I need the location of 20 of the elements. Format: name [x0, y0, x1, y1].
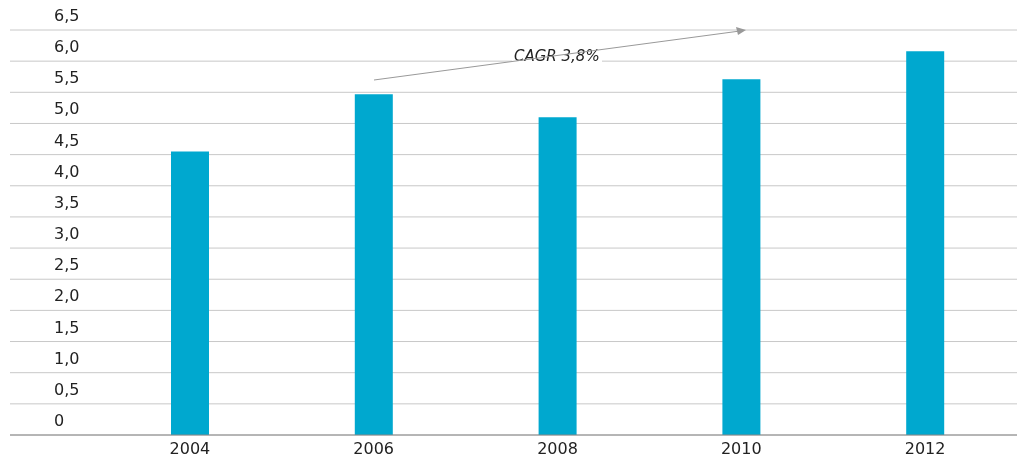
y-tick-label: 0 — [54, 411, 65, 430]
y-tick-label: 6,0 — [54, 37, 80, 57]
x-tick-label: 2012 — [904, 439, 946, 459]
y-tick-label: 1,0 — [54, 348, 80, 368]
y-tick-label: 2,0 — [54, 286, 80, 306]
y-tick-label: 2,5 — [54, 255, 80, 275]
y-tick-label: 5,0 — [54, 99, 80, 119]
y-tick-label: 1,5 — [54, 317, 80, 337]
x-tick-label: 2010 — [720, 439, 762, 459]
x-tick-label: 2008 — [537, 439, 578, 459]
y-tick-label: 6,5 — [54, 6, 80, 25]
y-tick-label: 0,5 — [54, 379, 80, 399]
x-tick-label: 2006 — [353, 439, 395, 459]
y-tick-label: 4,5 — [54, 130, 80, 150]
y-tick-label: 3,0 — [54, 224, 80, 244]
x-tick-label: 2004 — [169, 439, 211, 459]
y-tick-label: 5,5 — [54, 68, 80, 88]
y-tick-label: 3,5 — [54, 192, 80, 212]
annotation: CAGR 3,8% — [512, 47, 602, 65]
y-tick-label: 4,0 — [54, 161, 80, 181]
